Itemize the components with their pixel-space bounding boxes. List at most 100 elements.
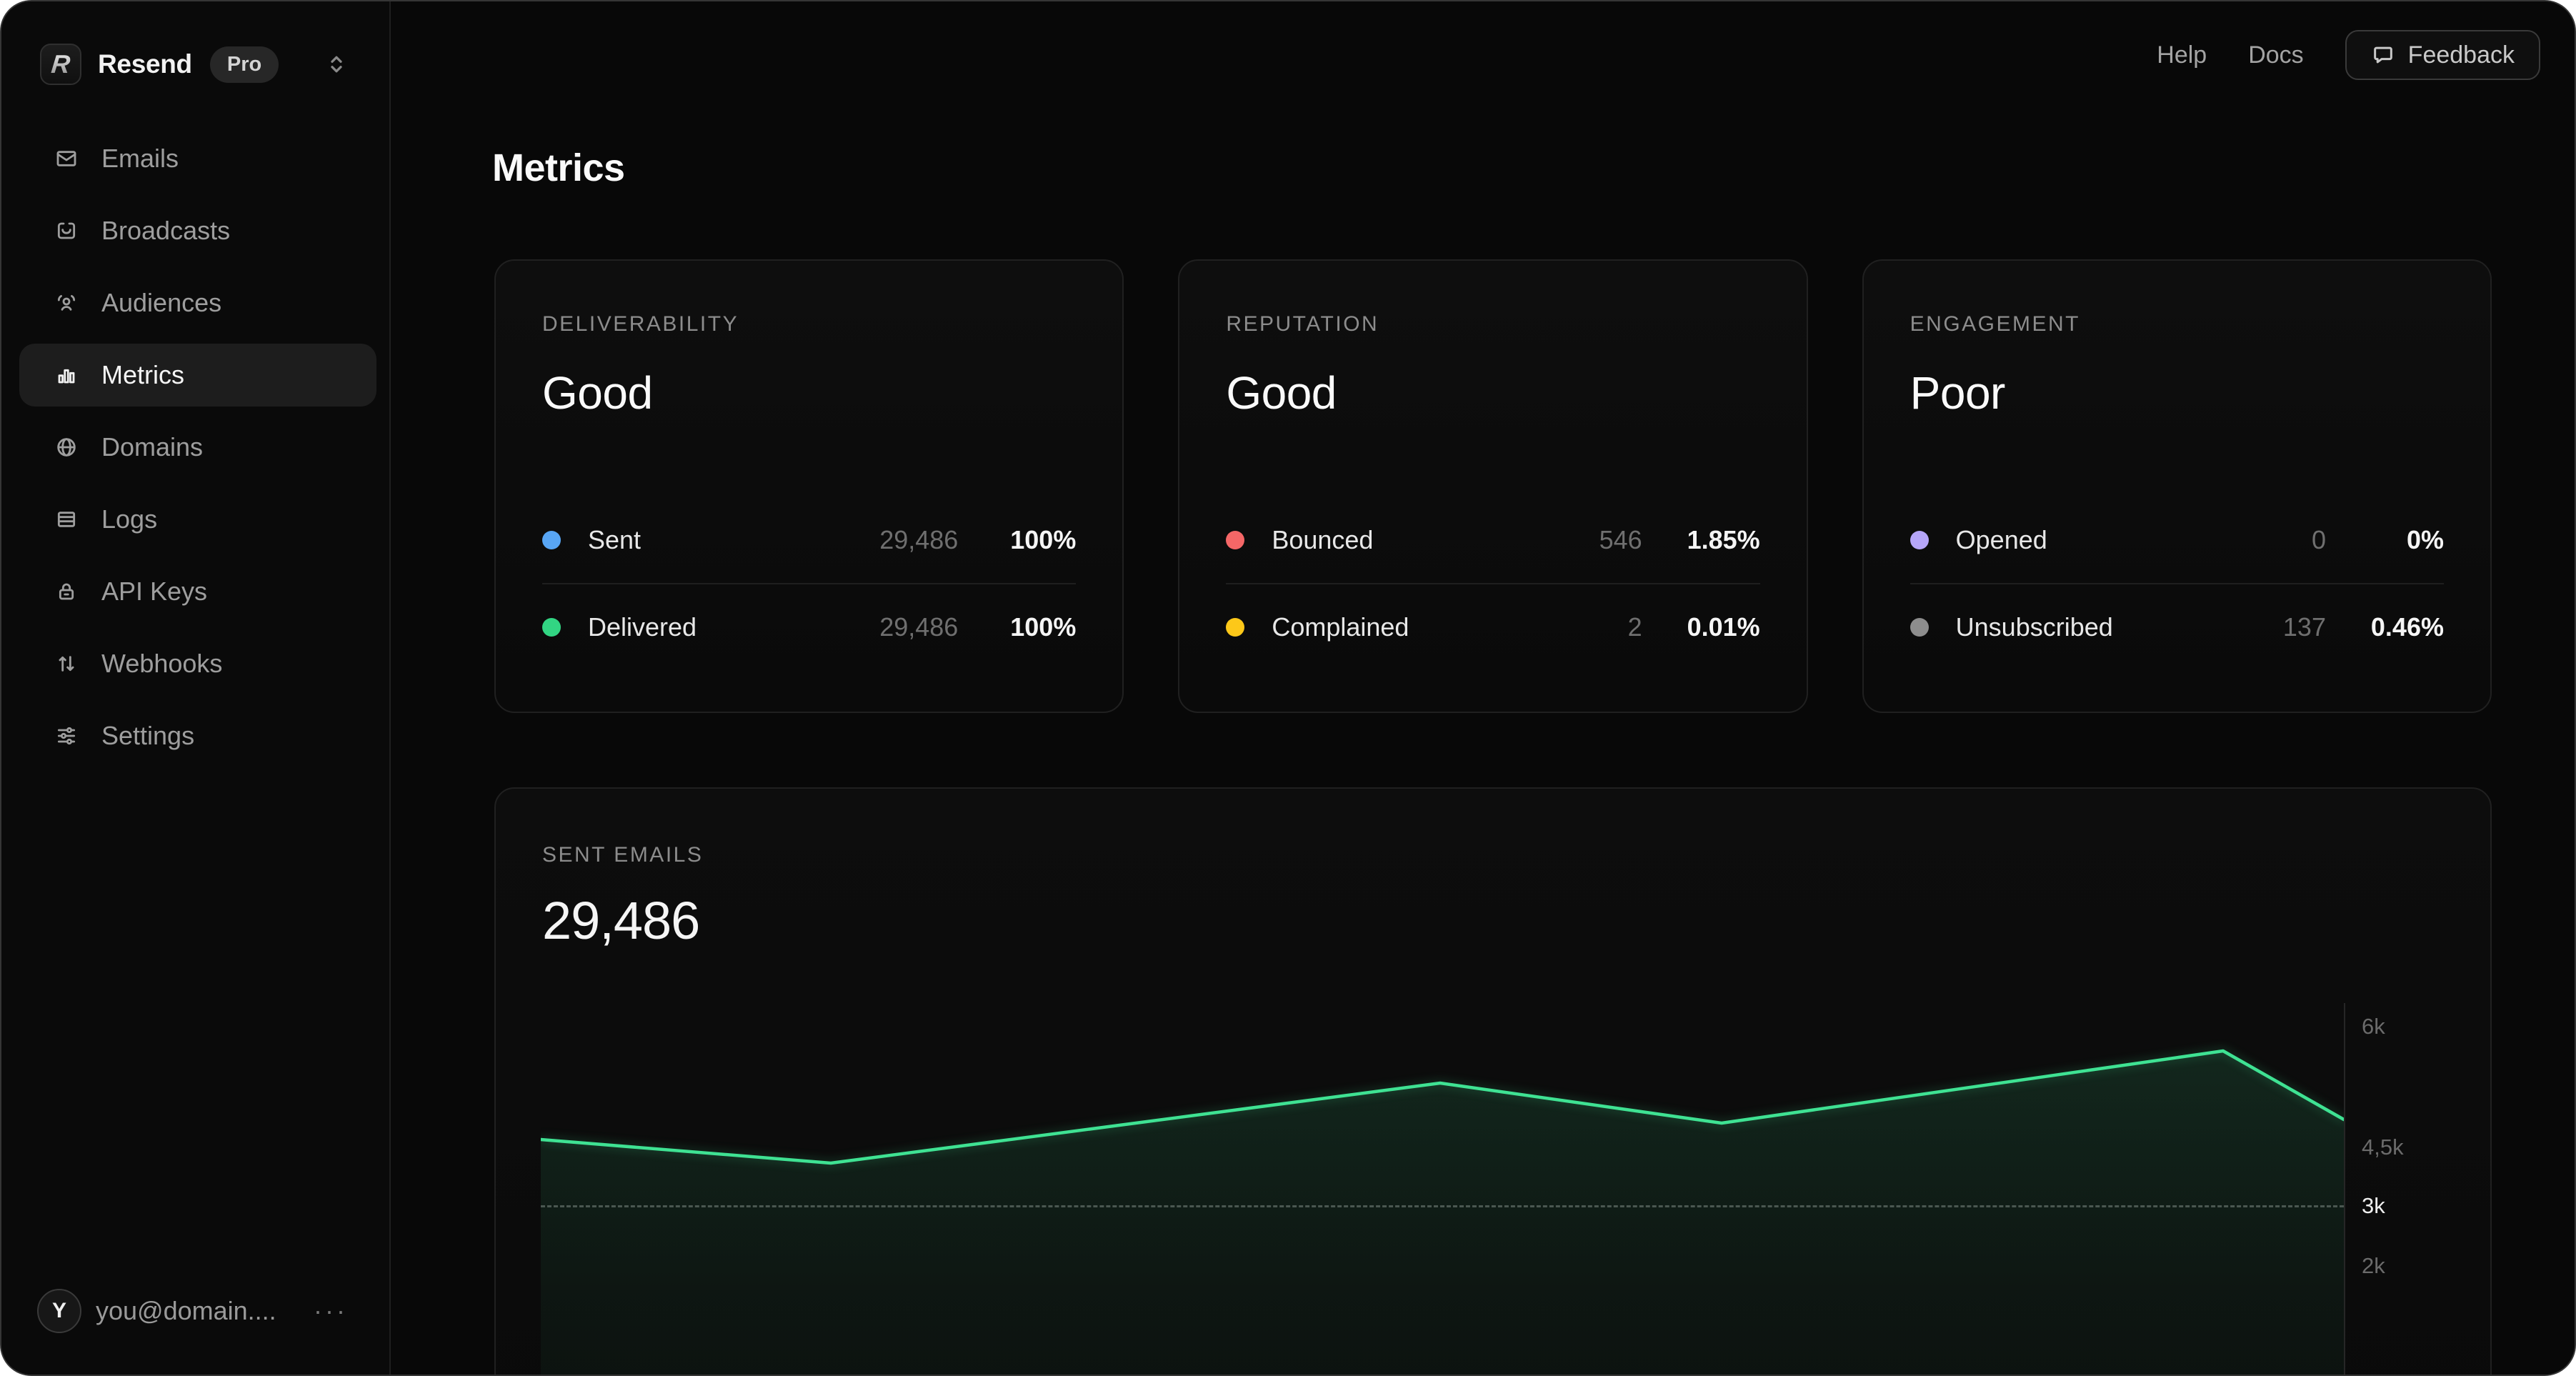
sidebar-item-domains[interactable]: Domains bbox=[19, 416, 376, 479]
help-link[interactable]: Help bbox=[2157, 41, 2207, 69]
mail-icon bbox=[55, 147, 78, 170]
metric-row-count: 137 bbox=[2282, 612, 2326, 642]
metric-row-percent: 100% bbox=[1010, 525, 1077, 554]
y-tick-4-5k: 4,5k bbox=[2362, 1135, 2404, 1160]
metric-row-unsubscribed: Unsubscribed 137 0.46% bbox=[1909, 589, 2444, 666]
sidebar-item-audiences[interactable]: Audiences bbox=[19, 271, 376, 334]
card-status-value: Good bbox=[1226, 367, 1337, 419]
metric-row-percent: 0.01% bbox=[1687, 612, 1760, 642]
plan-badge: Pro bbox=[209, 46, 279, 83]
resend-logo: R bbox=[40, 44, 81, 85]
feedback-button[interactable]: Feedback bbox=[2345, 30, 2540, 80]
broadcast-tray-icon bbox=[55, 219, 78, 242]
metric-row-percent: 0% bbox=[2406, 525, 2444, 554]
row-divider bbox=[1226, 583, 1760, 584]
metric-row-percent: 100% bbox=[1010, 612, 1077, 642]
area-chart-plot bbox=[541, 1049, 2344, 1375]
chart-y-axis-labels: 6k 4,5k 3k 2k bbox=[2362, 996, 2490, 1375]
metric-row-percent: 1.85% bbox=[1687, 525, 1760, 554]
metric-cards-row: DELIVERABILITY Good Sent 29,486 100% Del… bbox=[494, 259, 2492, 713]
sidebar-item-label: API Keys bbox=[101, 577, 208, 606]
unsubscribed-dot bbox=[1909, 618, 1929, 637]
bar-chart-icon bbox=[55, 364, 78, 387]
metric-row-complained: Complained 2 0.01% bbox=[1226, 589, 1760, 666]
globe-icon bbox=[55, 436, 78, 459]
opened-dot bbox=[1909, 531, 1929, 549]
sent-emails-card: SENT EMAILS 29,486 bbox=[494, 787, 2492, 1375]
reputation-card: REPUTATION Good Bounced 546 1.85% Compla… bbox=[1178, 259, 1808, 713]
sidebar-nav: Emails Broadcasts Audiences Metrics bbox=[1, 127, 389, 777]
log-list-icon bbox=[55, 508, 78, 531]
card-category-label: REPUTATION bbox=[1226, 312, 1379, 336]
y-tick-3k: 3k bbox=[2362, 1193, 2385, 1218]
page-title: Metrics bbox=[492, 146, 625, 189]
topbar: Help Docs Feedback bbox=[2157, 30, 2540, 80]
metric-row-label: Unsubscribed bbox=[1955, 612, 2113, 642]
sidebar: R Resend Pro Emails Broadcasts bbox=[1, 1, 391, 1375]
metric-row-label: Delivered bbox=[588, 612, 697, 642]
docs-link[interactable]: Docs bbox=[2248, 41, 2304, 69]
user-email: you@domain.... bbox=[96, 1296, 276, 1325]
engagement-card: ENGAGEMENT Poor Opened 0 0% Unsubscribed… bbox=[1862, 259, 2492, 713]
card-status-value: Poor bbox=[1909, 367, 2006, 419]
chart-line bbox=[541, 1049, 2344, 1165]
metric-row-opened: Opened 0 0% bbox=[1909, 502, 2444, 579]
sidebar-item-label: Broadcasts bbox=[101, 216, 231, 245]
people-icon bbox=[55, 291, 78, 314]
row-divider bbox=[542, 583, 1077, 584]
ellipsis-menu-icon[interactable]: ··· bbox=[314, 1296, 348, 1325]
sidebar-item-logs[interactable]: Logs bbox=[19, 488, 376, 551]
main-content: Help Docs Feedback Metrics DELIVERABILIT… bbox=[391, 1, 2575, 1375]
metric-row-count: 29,486 bbox=[879, 525, 959, 554]
complained-dot bbox=[1226, 618, 1245, 637]
metric-row-count: 546 bbox=[1599, 525, 1642, 554]
metric-row-bounced: Bounced 546 1.85% bbox=[1226, 502, 1760, 579]
chevron-up-down-icon[interactable] bbox=[324, 51, 349, 77]
sidebar-item-emails[interactable]: Emails bbox=[19, 127, 376, 190]
metric-row-count: 29,486 bbox=[879, 612, 959, 642]
metric-row-count: 0 bbox=[2311, 525, 2326, 554]
sidebar-item-metrics[interactable]: Metrics bbox=[19, 344, 376, 407]
feedback-bubble-icon bbox=[2371, 43, 2395, 67]
deliverability-card: DELIVERABILITY Good Sent 29,486 100% Del… bbox=[494, 259, 1124, 713]
sliders-icon bbox=[55, 724, 78, 747]
sidebar-item-settings[interactable]: Settings bbox=[19, 704, 376, 767]
resend-logo-glyph: R bbox=[49, 49, 72, 79]
sidebar-item-broadcasts[interactable]: Broadcasts bbox=[19, 199, 376, 262]
metric-row-label: Complained bbox=[1272, 612, 1409, 642]
metric-row-delivered: Delivered 29,486 100% bbox=[542, 589, 1076, 666]
sidebar-item-label: Audiences bbox=[101, 288, 222, 317]
metric-row-count: 2 bbox=[1627, 612, 1642, 642]
workspace-switcher[interactable]: R Resend Pro bbox=[1, 1, 389, 127]
metric-row-label: Bounced bbox=[1272, 525, 1374, 554]
row-divider bbox=[1909, 583, 2444, 584]
sent-emails-total: 29,486 bbox=[542, 891, 700, 950]
sidebar-item-label: Webhooks bbox=[101, 649, 223, 678]
sidebar-item-label: Emails bbox=[101, 144, 179, 173]
sent-dot bbox=[542, 531, 561, 549]
feedback-button-label: Feedback bbox=[2407, 41, 2515, 69]
lock-icon bbox=[55, 580, 78, 603]
sidebar-item-label: Metrics bbox=[101, 360, 184, 389]
sent-emails-chart: 6k 4,5k 3k 2k bbox=[496, 996, 2490, 1375]
user-account-row[interactable]: Y you@domain.... ··· bbox=[1, 1289, 389, 1375]
chart-y-axis-line bbox=[2344, 1003, 2345, 1375]
card-status-value: Good bbox=[542, 367, 653, 419]
arrows-up-down-icon bbox=[55, 652, 78, 675]
chart-title: SENT EMAILS bbox=[542, 843, 704, 867]
sidebar-item-label: Settings bbox=[101, 721, 195, 750]
metric-row-label: Sent bbox=[588, 525, 641, 554]
avatar: Y bbox=[37, 1289, 81, 1333]
chart-area-fill bbox=[541, 1051, 2344, 1375]
card-category-label: DELIVERABILITY bbox=[542, 312, 739, 336]
delivered-dot bbox=[542, 618, 561, 637]
sidebar-item-label: Logs bbox=[101, 504, 158, 534]
metric-row-sent: Sent 29,486 100% bbox=[542, 502, 1076, 579]
y-tick-6k: 6k bbox=[2362, 1014, 2385, 1039]
workspace-name: Resend bbox=[98, 49, 192, 79]
sidebar-item-webhooks[interactable]: Webhooks bbox=[19, 632, 376, 695]
y-tick-2k: 2k bbox=[2362, 1253, 2385, 1278]
sidebar-item-api-keys[interactable]: API Keys bbox=[19, 560, 376, 623]
bounced-dot bbox=[1226, 531, 1245, 549]
